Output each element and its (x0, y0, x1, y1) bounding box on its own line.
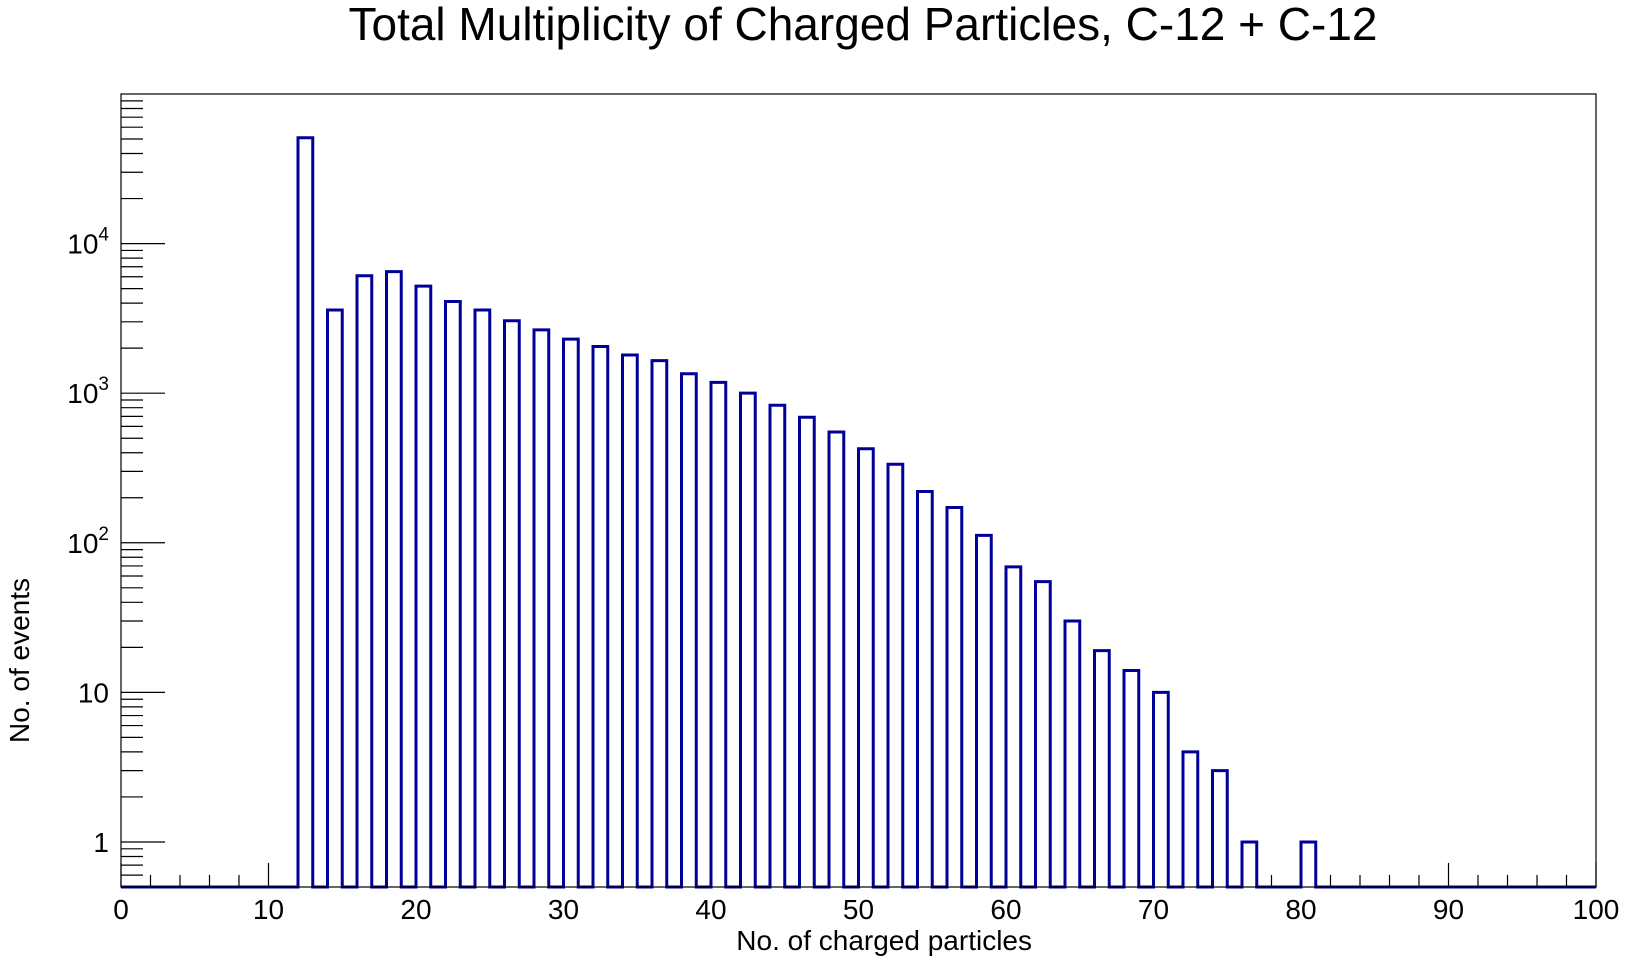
y-tick-label: 1 (93, 827, 109, 858)
x-tick-label: 10 (253, 894, 284, 925)
histogram-bar (711, 382, 726, 887)
histogram-bar (505, 321, 520, 887)
histogram-bar (534, 330, 549, 887)
histogram-bar (416, 286, 431, 887)
histogram-bar (298, 138, 313, 887)
histogram-bar (947, 508, 962, 887)
x-tick-label: 90 (1433, 894, 1464, 925)
x-tick-label: 20 (400, 894, 431, 925)
y-axis-ticks (121, 100, 165, 888)
x-axis-tick-labels: 0 10 20 30 40 50 60 70 80 90 100 (113, 894, 1619, 925)
x-tick-label: 40 (695, 894, 726, 925)
histogram-bar (1154, 692, 1169, 887)
histogram-bar (593, 347, 608, 887)
histogram-bar (328, 310, 343, 887)
histogram-bar (1242, 842, 1257, 887)
histogram-bar (1124, 671, 1139, 887)
x-axis-label: No. of charged particles (736, 925, 1032, 956)
histogram-bar (888, 464, 903, 887)
histogram-bar (1301, 842, 1316, 887)
y-tick-label: 103 (67, 374, 109, 409)
histogram-bar (1213, 771, 1228, 887)
y-tick-label: 102 (67, 524, 109, 559)
plot-frame (120, 93, 1597, 888)
histogram-bar (829, 432, 844, 887)
histogram-bar (918, 492, 933, 887)
x-tick-label: 50 (843, 894, 874, 925)
histogram-bar (387, 272, 402, 887)
y-tick-label: 10 (78, 677, 109, 708)
histogram-bars (298, 138, 1316, 887)
histogram-bar (1095, 651, 1110, 887)
histogram-bar (1065, 621, 1080, 887)
histogram-bar (859, 449, 874, 887)
x-tick-label: 70 (1138, 894, 1169, 925)
histogram-bar (741, 393, 756, 887)
histogram-bar (800, 417, 815, 887)
x-tick-label: 100 (1573, 894, 1620, 925)
histogram-bar (357, 276, 372, 887)
x-tick-label: 60 (990, 894, 1021, 925)
histogram-bar (977, 535, 992, 887)
histogram-bar (475, 310, 490, 887)
histogram-bar (652, 361, 667, 887)
histogram-bar (770, 405, 785, 887)
histogram-bar (1006, 567, 1021, 887)
y-axis-tick-labels: 1 10 102 103 104 (67, 225, 109, 858)
y-tick-label: 104 (67, 225, 109, 260)
x-tick-label: 30 (548, 894, 579, 925)
histogram-bar (1183, 752, 1198, 887)
histogram-bar (1036, 582, 1051, 887)
histogram-bar (564, 339, 579, 887)
histogram-bar (446, 302, 461, 887)
x-tick-label: 0 (113, 894, 129, 925)
y-axis-label: No. of events (4, 578, 35, 743)
x-tick-label: 80 (1285, 894, 1316, 925)
chart-title: Total Multiplicity of Charged Particles,… (348, 0, 1377, 50)
histogram-bar (623, 355, 638, 887)
histogram-line (121, 136, 1596, 889)
histogram-bar (682, 374, 697, 887)
